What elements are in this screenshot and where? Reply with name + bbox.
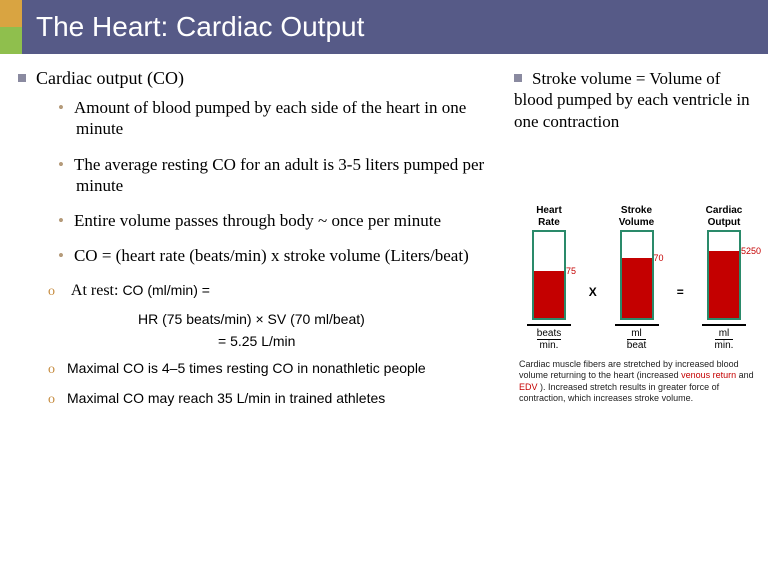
slide-content: Cardiac output (CO) Amount of blood pump… xyxy=(0,54,768,576)
co-formula-lhs: CO (ml/min) = xyxy=(122,282,210,298)
sub-bullet-list: At rest: CO (ml/min) = xyxy=(18,281,498,302)
bars-row: HeartRate 75 beatsmin. X StrokeVolume 70… xyxy=(519,204,754,351)
bar-fill xyxy=(622,258,652,318)
bar-outer: 70 xyxy=(620,230,654,320)
cardiac-output-chart: HeartRate 75 beatsmin. X StrokeVolume 70… xyxy=(519,204,754,404)
bullet-item: Amount of blood pumped by each side of t… xyxy=(58,97,498,140)
left-column: Cardiac output (CO) Amount of blood pump… xyxy=(18,68,498,410)
bar-unit-label: mlbeat xyxy=(627,328,646,351)
bullet-list: Amount of blood pumped by each side of t… xyxy=(18,97,498,267)
bar-base xyxy=(702,324,746,326)
left-heading-text: Cardiac output (CO) xyxy=(36,68,184,88)
bar-outer: 5250 xyxy=(707,230,741,320)
bullet-item: The average resting CO for an adult is 3… xyxy=(58,154,498,197)
bar-cardiac-output: CardiacOutput 5250 mlmin. xyxy=(694,204,754,351)
bar-value: 70 xyxy=(654,253,664,263)
bar-base xyxy=(527,324,571,326)
right-heading-text: Stroke volume = Volume of blood pumped b… xyxy=(514,69,750,131)
multiply-op: X xyxy=(588,285,598,299)
bar-fill xyxy=(534,271,564,318)
bar-unit-label: beatsmin. xyxy=(537,328,561,351)
bar-outer: 75 xyxy=(532,230,566,320)
bar-value: 75 xyxy=(566,266,576,276)
equals-op: = xyxy=(675,285,685,299)
accent-stripe xyxy=(0,0,22,54)
title-bar: The Heart: Cardiac Output xyxy=(0,0,768,54)
bar-unit-label: mlmin. xyxy=(715,328,734,351)
formula-line: HR (75 beats/min) × SV (70 ml/beat) xyxy=(18,311,498,327)
bullet-item: CO = (heart rate (beats/min) x stroke vo… xyxy=(58,245,498,266)
right-heading: Stroke volume = Volume of blood pumped b… xyxy=(514,68,754,132)
formula-result: = 5.25 L/min xyxy=(18,333,498,349)
sub-bullet-item: At rest: CO (ml/min) = xyxy=(48,281,498,302)
sub-bullet-list-2: Maximal CO is 4–5 times resting CO in no… xyxy=(18,359,498,409)
square-bullet-icon xyxy=(18,74,26,82)
bar-title: CardiacOutput xyxy=(706,204,743,230)
bar-base xyxy=(615,324,659,326)
bar-title: HeartRate xyxy=(536,204,562,230)
sub-bullet-item: Maximal CO may reach 35 L/min in trained… xyxy=(48,389,498,409)
chart-caption: Cardiac muscle fibers are stretched by i… xyxy=(519,359,754,404)
bullet-item: Entire volume passes through body ~ once… xyxy=(58,210,498,231)
bar-value: 5250 xyxy=(741,246,761,256)
slide-title: The Heart: Cardiac Output xyxy=(36,11,364,43)
bar-fill xyxy=(709,251,739,318)
right-column: Stroke volume = Volume of blood pumped b… xyxy=(514,68,754,132)
sub-bullet-item: Maximal CO is 4–5 times resting CO in no… xyxy=(48,359,498,379)
at-rest-label: At rest: xyxy=(71,282,123,299)
square-bullet-icon xyxy=(514,74,522,82)
bar-heart-rate: HeartRate 75 beatsmin. xyxy=(519,204,579,351)
bar-title: StrokeVolume xyxy=(619,204,654,230)
bar-stroke-volume: StrokeVolume 70 mlbeat xyxy=(607,204,667,351)
left-heading: Cardiac output (CO) xyxy=(18,68,498,89)
